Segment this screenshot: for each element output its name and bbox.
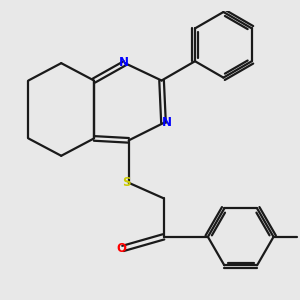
Text: S: S [123, 176, 131, 189]
Text: N: N [162, 116, 172, 129]
Text: O: O [116, 242, 126, 255]
Text: N: N [119, 56, 129, 69]
